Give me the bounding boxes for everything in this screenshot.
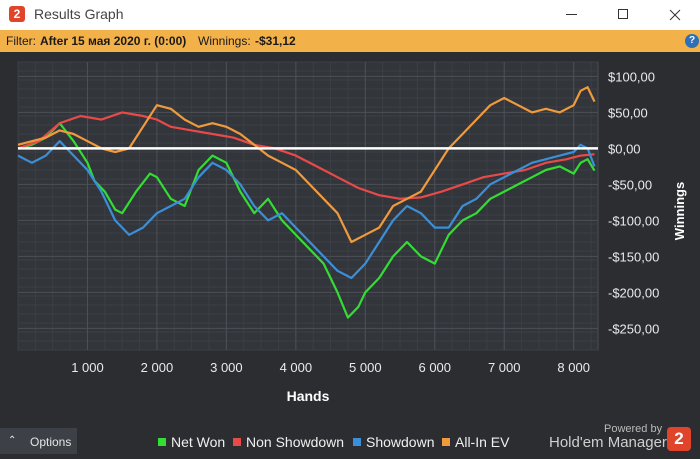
- window-titlebar: 2 Results Graph: [0, 0, 700, 30]
- maximize-button[interactable]: [600, 0, 646, 30]
- legend-swatch: [158, 438, 166, 446]
- y-tick-label: $50,00: [608, 105, 648, 120]
- x-tick-label: 6 000: [418, 360, 451, 375]
- legend-swatch: [353, 438, 361, 446]
- x-tick-label: 5 000: [349, 360, 382, 375]
- x-tick-label: 8 000: [557, 360, 590, 375]
- filter-label: Filter:: [6, 34, 36, 48]
- x-tick-label: 1 000: [71, 360, 104, 375]
- brand-name: Hold'em Manager: [549, 434, 667, 451]
- legend-item-net-won: Net Won: [158, 434, 225, 450]
- bottom-bar: ⌃ Options Net Won Non Showdown Showdown …: [0, 428, 700, 454]
- y-tick-label: -$200,00: [608, 285, 659, 300]
- x-tick-label: 2 000: [141, 360, 174, 375]
- filter-bar: Filter: After 15 мая 2020 г. (0:00) Winn…: [0, 30, 700, 52]
- y-tick-label: -$50,00: [608, 177, 652, 192]
- x-tick-label: 7 000: [488, 360, 521, 375]
- results-chart: 1 000 2 000 3 000 4 000 5 000 6 000 7 000 8 000…: [0, 52, 700, 454]
- help-icon[interactable]: ?: [685, 34, 699, 48]
- y-tick-label: -$150,00: [608, 249, 659, 264]
- y-tick-label: $0,00: [608, 141, 641, 156]
- series-line-all-in-ev: [17, 86, 596, 244]
- series-line-non-showdown: [17, 111, 595, 200]
- legend-item-showdown: Showdown: [353, 434, 435, 450]
- app-logo-icon: 2: [9, 6, 25, 22]
- series-line-showdown: [17, 140, 596, 280]
- y-axis-title: Winnings: [672, 182, 687, 240]
- series-line-net-won: [17, 122, 596, 319]
- y-tick-label: -$250,00: [608, 321, 659, 336]
- x-axis-title: Hands: [287, 388, 330, 404]
- chevron-up-icon: ⌃: [8, 435, 17, 446]
- winnings-value: -$31,12: [255, 34, 296, 48]
- powered-by-text: Powered by: [604, 423, 663, 435]
- brand-logo-icon: 2: [667, 427, 691, 451]
- legend-item-all-in-ev: All-In EV: [442, 434, 509, 450]
- options-button[interactable]: ⌃ Options: [0, 428, 77, 454]
- chart-svg: 1 000 2 000 3 000 4 000 5 000 6 000 7 000 8 000…: [17, 61, 687, 404]
- filter-value: After 15 мая 2020 г. (0:00): [40, 34, 187, 48]
- x-tick-label: 3 000: [210, 360, 243, 375]
- y-tick-label: $100,00: [608, 69, 655, 84]
- legend-item-non-showdown: Non Showdown: [233, 434, 344, 450]
- legend-swatch: [442, 438, 450, 446]
- x-tick-label: 4 000: [280, 360, 313, 375]
- winnings-label: Winnings:: [198, 34, 251, 48]
- close-icon: [669, 9, 681, 21]
- y-tick-label: -$100,00: [608, 213, 659, 228]
- legend-swatch: [233, 438, 241, 446]
- window-title: Results Graph: [34, 6, 124, 22]
- close-button[interactable]: [652, 0, 698, 30]
- minimize-button[interactable]: [548, 0, 594, 30]
- options-label: Options: [30, 435, 72, 449]
